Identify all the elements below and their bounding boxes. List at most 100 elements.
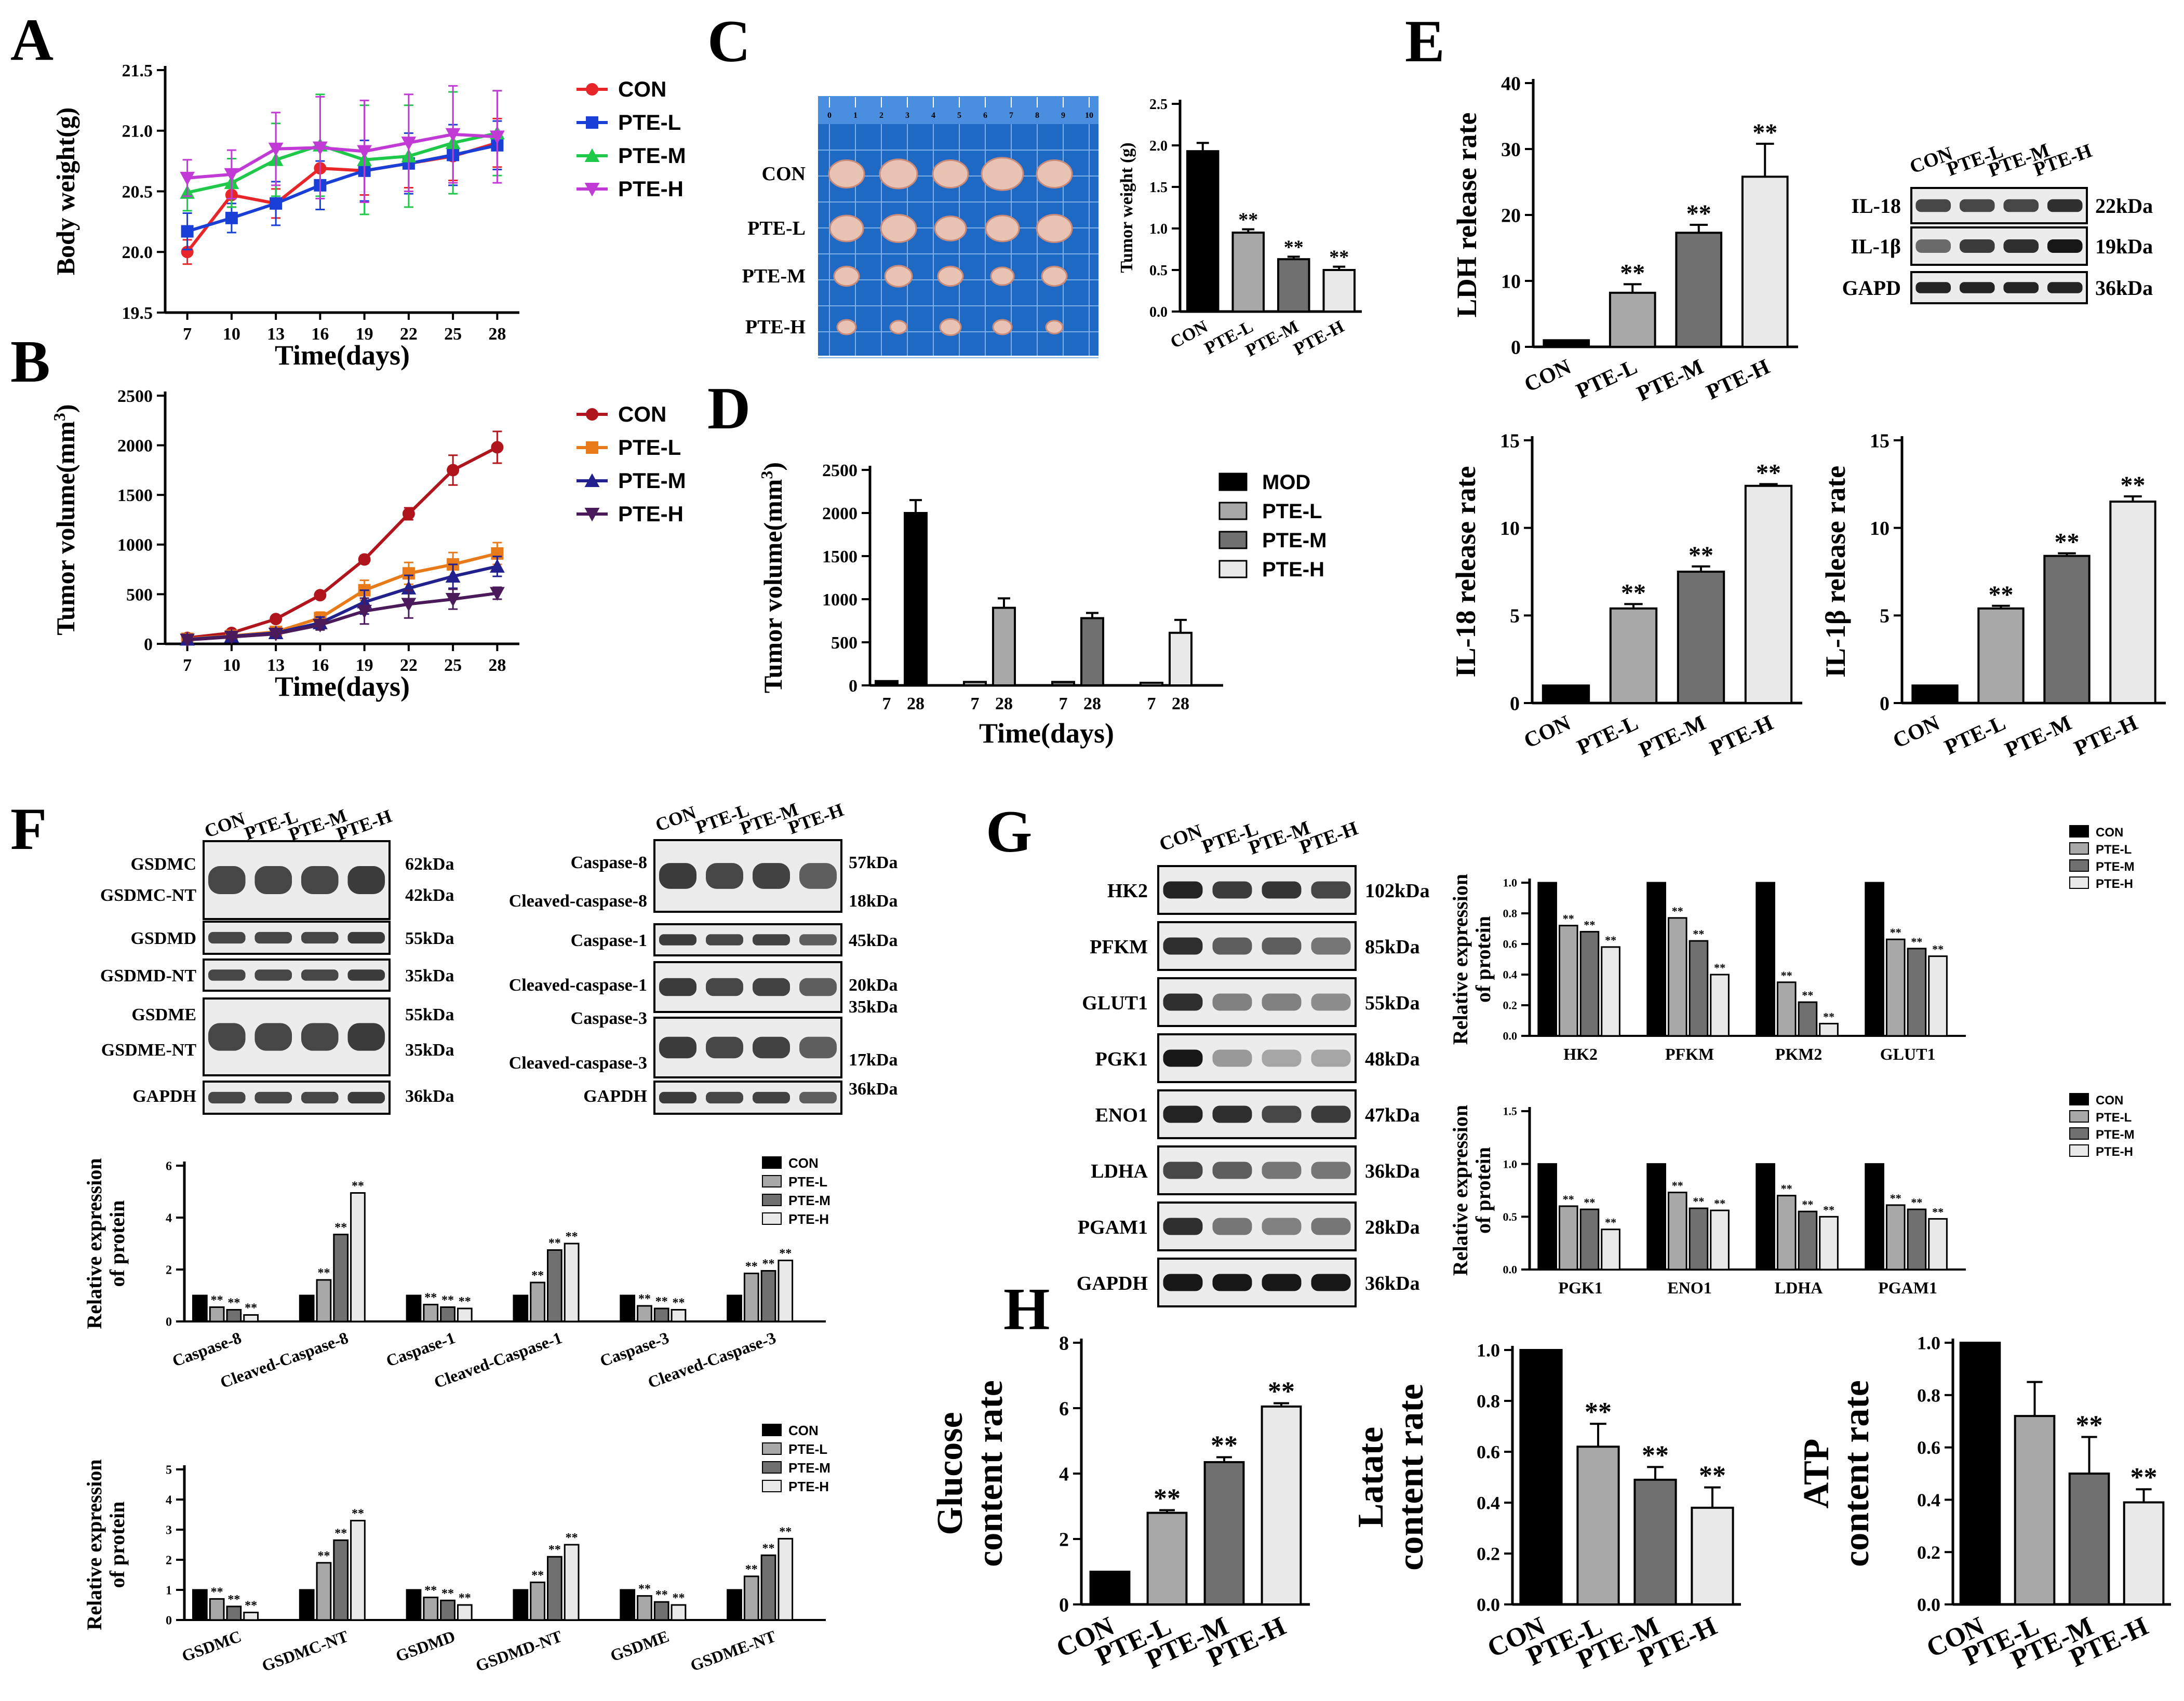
- chart-H-lactate-y-tick-label: 0.0: [1477, 1595, 1500, 1615]
- chart-G-1-y-tick-label: 1.0: [1503, 876, 1518, 889]
- blot-F2-frame-4-band: [706, 1091, 743, 1104]
- x-category-label: PTE-M: [1242, 317, 1302, 360]
- blot-F2-frame-4-band: [799, 1091, 837, 1104]
- blot-E-GAPD-band: [2003, 282, 2039, 293]
- blot-G-GLUT1-band: [1212, 993, 1252, 1011]
- significance-mark: **: [334, 1221, 347, 1235]
- blot-G-HK2-band: [1212, 881, 1252, 899]
- significance-mark: **: [2055, 529, 2080, 556]
- blot-G-PGK1-band: [1311, 1049, 1351, 1067]
- bar-Cleaved-Caspase-3-PTE-M: [760, 1270, 776, 1322]
- bar-GSDME-NT-PTE-M: [760, 1554, 776, 1621]
- x-tick-label: 7: [183, 325, 192, 344]
- blot-G-PFKM-band: [1311, 937, 1351, 955]
- y-axis-title-line2: of protein: [1471, 1147, 1495, 1234]
- panel-label-D: D: [707, 375, 751, 441]
- data-point: [358, 553, 371, 566]
- bar-Cleaved-Caspase-1-PTE-H: [564, 1243, 580, 1322]
- ruler-number: 9: [1061, 111, 1065, 120]
- significance-mark: **: [424, 1291, 437, 1305]
- x-tick-label: 13: [267, 325, 285, 344]
- bar-Cleaved-Caspase-1-PTE-M: [546, 1249, 562, 1322]
- data-point: [224, 630, 239, 645]
- legend-label: PTE-H: [2096, 1145, 2133, 1159]
- chart-E-IL1b-y-tick-label: 10: [1870, 518, 1890, 539]
- ruler-number: 8: [1035, 111, 1039, 120]
- chart-G-1-y-tick-label: 0.0: [1503, 1030, 1518, 1043]
- bar-PGAM1-CON: [1865, 1163, 1884, 1271]
- data-point: [268, 142, 284, 157]
- bar-Cleaved-Caspase-3-CON: [727, 1294, 742, 1322]
- legend-label: PTE-L: [788, 1174, 827, 1190]
- bar-Cleaved-Caspase-8-PTE-H: [350, 1192, 366, 1322]
- chart-D-y-tick-label: 1000: [822, 590, 857, 610]
- x-tick-label: 7: [1147, 694, 1156, 713]
- y-axis-title: Tumor weight (g): [1117, 142, 1136, 273]
- y-axis-title-line2: of protein: [105, 1501, 129, 1588]
- x-category-label: PTE-L: [1941, 711, 2009, 760]
- chart-H-glucose-y-tick-label: 8: [1059, 1332, 1069, 1354]
- tumor-sample: [884, 265, 913, 288]
- x-category-label: Caspase-3: [597, 1328, 672, 1370]
- x-category-label: GSDME: [608, 1627, 672, 1665]
- legend-swatch: [762, 1212, 782, 1225]
- bar-Caspase-8-CON: [192, 1294, 208, 1322]
- blot-G-PGAM1-band: [1163, 1218, 1203, 1235]
- chart-H-lactate-y-tick-label: 0.4: [1477, 1493, 1500, 1514]
- x-category-label: GSDME-NT: [688, 1627, 778, 1675]
- y-axis-title-line2: of protein: [1471, 916, 1495, 1003]
- x-tick-label: 16: [311, 325, 329, 344]
- tumor-sample: [932, 159, 969, 189]
- legend-swatch: [2069, 859, 2089, 872]
- y-axis-title-line2: content rate: [1837, 1380, 1877, 1567]
- tumor-sample: [937, 265, 964, 287]
- significance-mark: **: [1268, 1377, 1295, 1407]
- blot-row-label: GAPD: [1842, 276, 1901, 300]
- significance-mark: **: [1605, 1216, 1616, 1229]
- chart-C-bar: 0.00.51.01.52.02.5CON**PTE-L**PTE-M**PTE…: [1117, 97, 1362, 360]
- tumor-sample: [992, 319, 1013, 335]
- blot-size-label: 35kDa: [405, 966, 454, 986]
- x-tick-label: 22: [400, 656, 418, 675]
- blot-row-label: GLUT1: [1082, 992, 1148, 1014]
- panel-label-F: F: [10, 796, 47, 862]
- chart-E-LDH-y-tick-label: 10: [1501, 271, 1521, 292]
- blot-size-label: 45kDa: [849, 931, 897, 950]
- blot-G-HK2-band: [1311, 881, 1351, 899]
- bar-MOD-28: [904, 512, 928, 686]
- data-point: [445, 128, 461, 142]
- legend-label: PTE-L: [2096, 1111, 2132, 1125]
- legend-label: PTE-M: [788, 1460, 830, 1476]
- tumor-row-label: PTE-L: [747, 218, 806, 239]
- blot-E-IL-1β-band: [2003, 239, 2039, 253]
- significance-mark: **: [779, 1247, 792, 1261]
- blot-F1-frame-3-band: [347, 1023, 385, 1051]
- bar-Caspase-8-PTE-H: [243, 1314, 259, 1322]
- tumor-sample: [1036, 159, 1073, 189]
- significance-mark: **: [531, 1269, 544, 1282]
- legend-swatch: [762, 1156, 782, 1169]
- blot-F1-frame-0-band: [347, 866, 385, 894]
- tumor-sample: [939, 318, 962, 336]
- significance-mark: **: [317, 1549, 330, 1563]
- significance-mark: **: [1584, 1196, 1595, 1209]
- blot-F1-frame-2-band: [347, 969, 385, 981]
- bar-GSDMD-PTE-L: [423, 1597, 439, 1621]
- tumor-sample: [889, 320, 908, 334]
- chart-G-2-y-tick-label: 1.5: [1503, 1105, 1518, 1118]
- blot-size-label: 57kDa: [849, 853, 897, 872]
- chart-F-caspase-y-tick-label: 0: [166, 1315, 172, 1329]
- blot-F1-frame-0-band: [301, 866, 339, 894]
- data-point: [357, 145, 372, 159]
- bar-PTE-L: [1146, 1511, 1188, 1606]
- x-tick-label: 7: [882, 694, 891, 713]
- blot-G-GLUT1-band: [1262, 993, 1302, 1011]
- significance-mark: **: [1714, 961, 1725, 974]
- blot-size-label: 62kDa: [405, 855, 454, 874]
- tumor-row-label: CON: [762, 163, 806, 185]
- bar-GLUT1-PTE-H: [1928, 955, 1948, 1037]
- lane-label: CON: [1157, 820, 1205, 856]
